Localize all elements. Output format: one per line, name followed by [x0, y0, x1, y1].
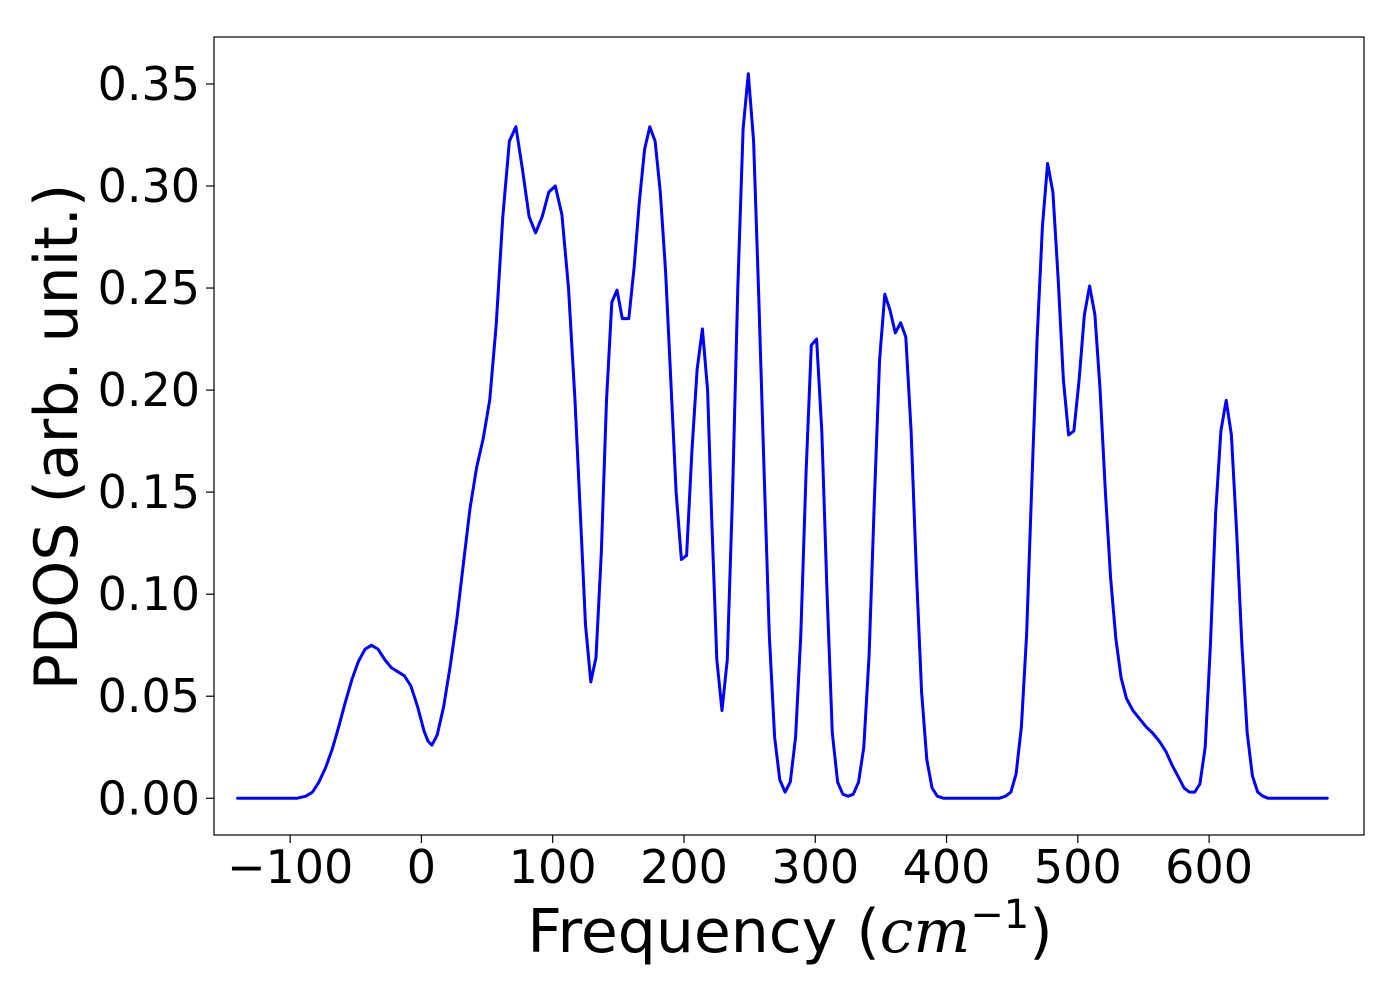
y-tick-label: 0.25 — [98, 261, 200, 315]
x-tick-label: 0 — [407, 840, 436, 894]
plot-area-frame — [213, 36, 1365, 836]
y-tick-label: 0.00 — [98, 771, 200, 825]
y-tick-label: 0.35 — [98, 57, 200, 111]
y-tick-label: 0.20 — [98, 363, 200, 417]
x-axis-ticks: −100 0 100 200 300 400 500 600 — [227, 835, 1253, 894]
y-axis-ticks: 0.00 0.05 0.10 0.15 0.20 0.25 0.30 0.35 — [98, 57, 214, 825]
y-tick-label: 0.10 — [98, 567, 200, 621]
x-tick-label: 200 — [640, 840, 728, 894]
x-axis-title-unit: cm — [880, 897, 971, 967]
x-axis-title: Frequency (cm−1) — [527, 892, 1052, 967]
y-tick-label: 0.30 — [98, 159, 200, 213]
x-tick-label: 300 — [771, 840, 859, 894]
x-tick-label: −100 — [227, 840, 353, 894]
x-axis-title-prefix: Frequency ( — [527, 897, 879, 967]
y-axis-title: PDOS (arb. unit.) — [22, 184, 92, 691]
x-axis-title-exponent: −1 — [970, 892, 1029, 938]
y-tick-label: 0.05 — [98, 669, 200, 723]
x-tick-label: 100 — [509, 840, 597, 894]
x-tick-label: 600 — [1165, 840, 1253, 894]
x-tick-label: 500 — [1034, 840, 1122, 894]
x-tick-label: 400 — [903, 840, 991, 894]
y-tick-label: 0.15 — [98, 465, 200, 519]
x-axis-title-suffix: ) — [1029, 897, 1052, 967]
pdos-series-line — [236, 72, 1329, 800]
